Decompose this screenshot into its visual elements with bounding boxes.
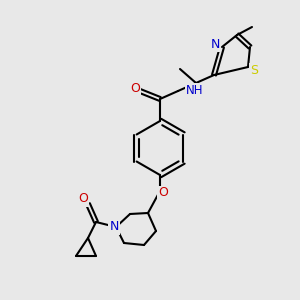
- Text: NH: NH: [186, 83, 203, 97]
- Text: N: N: [109, 220, 119, 233]
- Text: O: O: [158, 187, 168, 200]
- Text: S: S: [250, 64, 258, 76]
- Text: O: O: [78, 193, 88, 206]
- Text: O: O: [130, 82, 140, 95]
- Text: N: N: [210, 38, 220, 50]
